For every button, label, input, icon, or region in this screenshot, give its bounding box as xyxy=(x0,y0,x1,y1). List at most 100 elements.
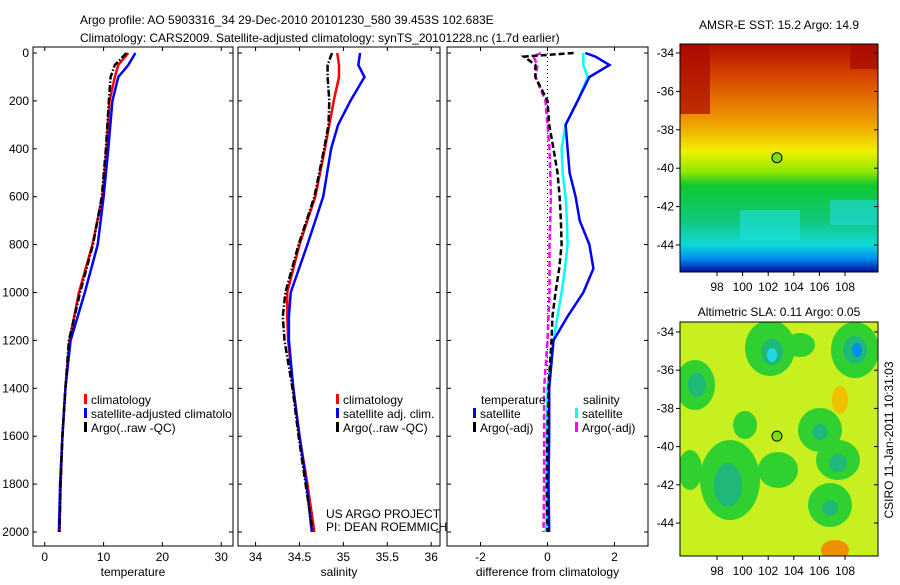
sla-map xyxy=(680,322,878,556)
sst-map-frame xyxy=(679,43,879,273)
diff-legend-temp-satellite: satellite xyxy=(473,407,521,421)
lon-tick-label: 108 xyxy=(835,564,855,578)
legend-swatch xyxy=(575,408,578,418)
credit-line2: PI: DEAN ROEMMICH xyxy=(326,520,447,534)
float-location-marker xyxy=(771,152,783,164)
lat-tick-label: -38 xyxy=(657,123,675,137)
lat-tick-label: -44 xyxy=(657,516,675,530)
temperature-legend-item: Argo(..raw -QC) xyxy=(84,421,176,435)
legend-label: satellite xyxy=(582,407,623,421)
x-tick-label: 20 xyxy=(156,550,170,564)
legend-label: Argo(..raw -QC) xyxy=(343,421,428,435)
lon-tick-label: 106 xyxy=(809,564,829,578)
series-line-temperature-satellite xyxy=(547,51,612,533)
series-line-climatology xyxy=(285,52,341,533)
lon-tick-label: 98 xyxy=(710,280,724,294)
y-tick-label: 600 xyxy=(9,190,29,204)
credit-line1: US ARGO PROJECT xyxy=(326,507,441,521)
legend-swatch xyxy=(575,422,578,432)
lat-tick-label: -42 xyxy=(657,200,675,214)
timestamp-label: CSIRO 11-Jan-2011 10:31:03 xyxy=(882,361,896,518)
series-line-climatology xyxy=(58,52,130,533)
y-tick-label: 0 xyxy=(22,46,29,60)
legend-swatch xyxy=(473,408,476,418)
x-tick-label: 0 xyxy=(544,550,551,564)
lon-tick-label: 106 xyxy=(809,280,829,294)
legend-label: Argo(-adj) xyxy=(582,421,635,435)
y-tick-label: 1400 xyxy=(2,381,29,395)
legend-swatch xyxy=(336,422,339,432)
salinity-legend-item: Argo(..raw -QC) xyxy=(336,421,428,435)
lon-tick-label: 100 xyxy=(733,564,753,578)
figure-title-line2: Climatology: CARS2009. Satellite-adjuste… xyxy=(80,31,560,45)
y-tick-label: 2000 xyxy=(2,525,29,539)
x-axis-label: temperature xyxy=(101,565,166,579)
legend-swatch xyxy=(84,408,87,418)
lon-tick-label: 104 xyxy=(784,280,804,294)
x-tick-label: -2 xyxy=(475,550,486,564)
legend-label: satellite adj. clim. xyxy=(343,407,434,421)
x-tick-label: 0 xyxy=(41,550,48,564)
legend-swatch xyxy=(473,422,476,432)
legend-label: climatology xyxy=(91,393,151,407)
temperature-legend-item: climatology xyxy=(84,393,151,407)
sla-map-title: Altimetric SLA: 0.11 Argo: 0.05 xyxy=(698,305,861,319)
legend-heading-temperature: temperature xyxy=(481,393,546,407)
lon-tick-label: 108 xyxy=(835,280,855,294)
x-tick-label: 34.5 xyxy=(288,550,312,564)
lon-tick-label: 102 xyxy=(758,564,778,578)
x-tick-label: 10 xyxy=(97,550,111,564)
series-line-satellite-adjusted-climatology xyxy=(57,52,137,533)
lon-tick-label: 104 xyxy=(784,564,804,578)
y-tick-label: 400 xyxy=(9,142,29,156)
series-line-temperature-argo-adj- xyxy=(520,51,574,533)
legend-label: satellite xyxy=(480,407,521,421)
x-tick-label: 30 xyxy=(215,550,229,564)
legend-heading-salinity: salinity xyxy=(583,393,620,407)
legend-swatch xyxy=(336,394,339,404)
x-tick-label: 35 xyxy=(337,550,351,564)
legend-label: Argo(-adj) xyxy=(480,421,533,435)
figure-title-line1: Argo profile: AO 5903316_34 29-Dec-2010 … xyxy=(80,13,494,27)
legend-swatch xyxy=(84,394,87,404)
lon-tick-label: 102 xyxy=(758,280,778,294)
series-line-argo-raw-qc- xyxy=(58,52,128,533)
sst-map-title: AMSR-E SST: 15.2 Argo: 14.9 xyxy=(699,18,859,32)
lat-tick-label: -42 xyxy=(657,478,675,492)
legend-label: Argo(..raw -QC) xyxy=(91,421,176,435)
legend-label: climatology xyxy=(343,393,403,407)
lat-tick-label: -36 xyxy=(657,363,675,377)
salinity-legend-item: satellite adj. clim. xyxy=(336,407,434,421)
panel-salinity: 34 34.5 35 35.5 36 salinity xyxy=(237,46,441,579)
float-location-marker xyxy=(771,430,783,442)
lat-tick-label: -40 xyxy=(657,440,675,454)
sla-map-frame xyxy=(679,321,879,557)
lon-tick-label: 100 xyxy=(733,280,753,294)
plot-frame xyxy=(237,46,441,547)
series-line-satellite-adj-clim- xyxy=(287,52,366,533)
x-axis-label: difference from climatology xyxy=(476,565,619,579)
legend-swatch xyxy=(336,408,339,418)
lat-tick-label: -34 xyxy=(657,46,675,60)
plot-frame xyxy=(32,46,234,547)
lat-tick-label: -38 xyxy=(657,401,675,415)
diff-legend-sal-satellite: satellite xyxy=(575,407,623,421)
y-tick-label: 1200 xyxy=(2,333,29,347)
x-axis-label: salinity xyxy=(321,565,358,579)
x-tick-label: 2 xyxy=(611,550,618,564)
panel-temperature: 0 200 400 600 800 1000 1200 1400 1600 1800 2000 0 10… xyxy=(2,46,234,579)
y-tick-label: 1000 xyxy=(2,286,29,300)
y-tick-label: 200 xyxy=(9,94,29,108)
x-tick-label: 34 xyxy=(249,550,263,564)
x-tick-label: 35.5 xyxy=(376,550,400,564)
diff-legend-sal-argo: Argo(-adj) xyxy=(575,421,635,435)
salinity-legend-item: climatology xyxy=(336,393,403,407)
legend-label: satellite-adjusted climatolo xyxy=(91,407,232,421)
diff-legend-temp-argo: Argo(-adj) xyxy=(473,421,533,435)
y-tick-label: 1800 xyxy=(2,477,29,491)
lat-tick-label: -40 xyxy=(657,161,675,175)
lon-tick-label: 98 xyxy=(710,564,724,578)
legend-swatch xyxy=(84,422,87,432)
